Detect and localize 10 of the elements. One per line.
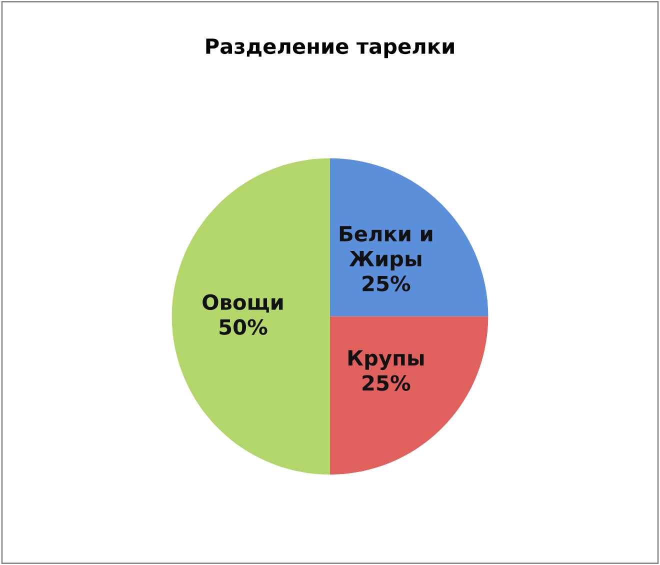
pie-slice <box>172 158 330 475</box>
data-label: 25% <box>362 375 410 391</box>
pie-slice <box>330 158 488 316</box>
chart-title: Разделение тарелки <box>206 38 454 58</box>
data-label: 50% <box>220 319 268 335</box>
slice-label: Белки и Жиры <box>340 226 432 271</box>
data-label: 25% <box>362 276 410 292</box>
pie-slice <box>330 316 488 475</box>
slice-label: Овощи <box>202 294 283 313</box>
slice-label: Крупы <box>348 350 424 370</box>
